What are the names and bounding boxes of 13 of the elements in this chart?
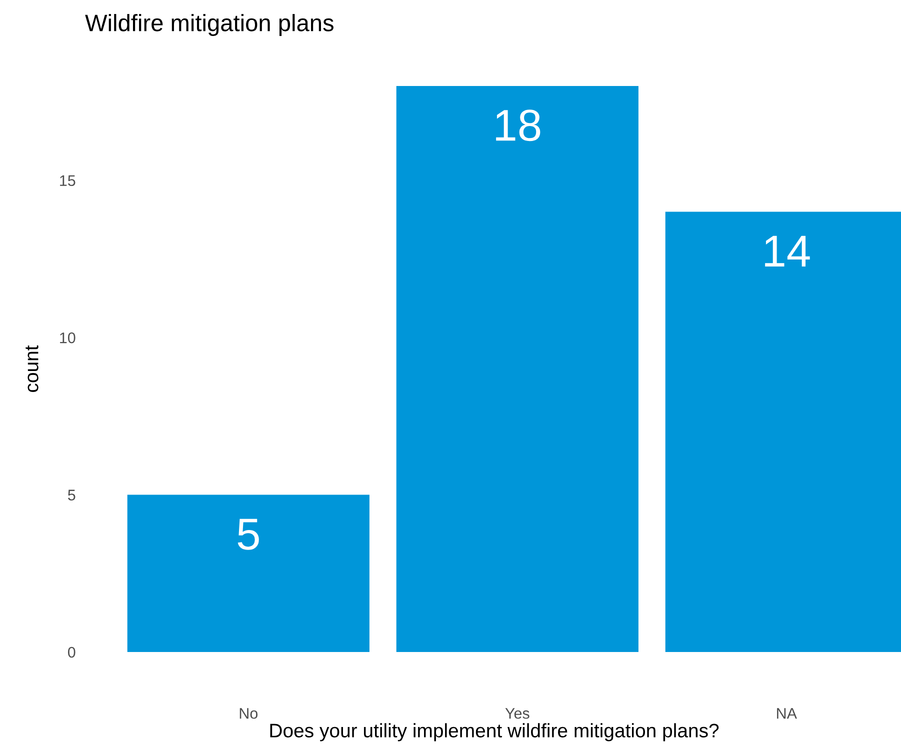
data-label: 5 (238, 518, 259, 550)
x-axis-title: Does your utility implement wildfire mitigation plans? (270, 723, 719, 742)
y-tick-label: 15 (60, 175, 76, 186)
x-tick-label: NA (777, 708, 797, 719)
y-tick-label: 10 (60, 332, 76, 344)
data-label: 14 (765, 236, 810, 266)
x-tick-label: Yes (505, 708, 530, 719)
data-label: 18 (496, 110, 540, 142)
chart-title: Wildfire mitigation plans (85, 14, 334, 36)
y-axis-title: count (26, 345, 38, 392)
x-tick-label: No (240, 708, 258, 719)
y-tick-label: 5 (68, 490, 76, 500)
y-tick-label: 0 (68, 646, 76, 658)
